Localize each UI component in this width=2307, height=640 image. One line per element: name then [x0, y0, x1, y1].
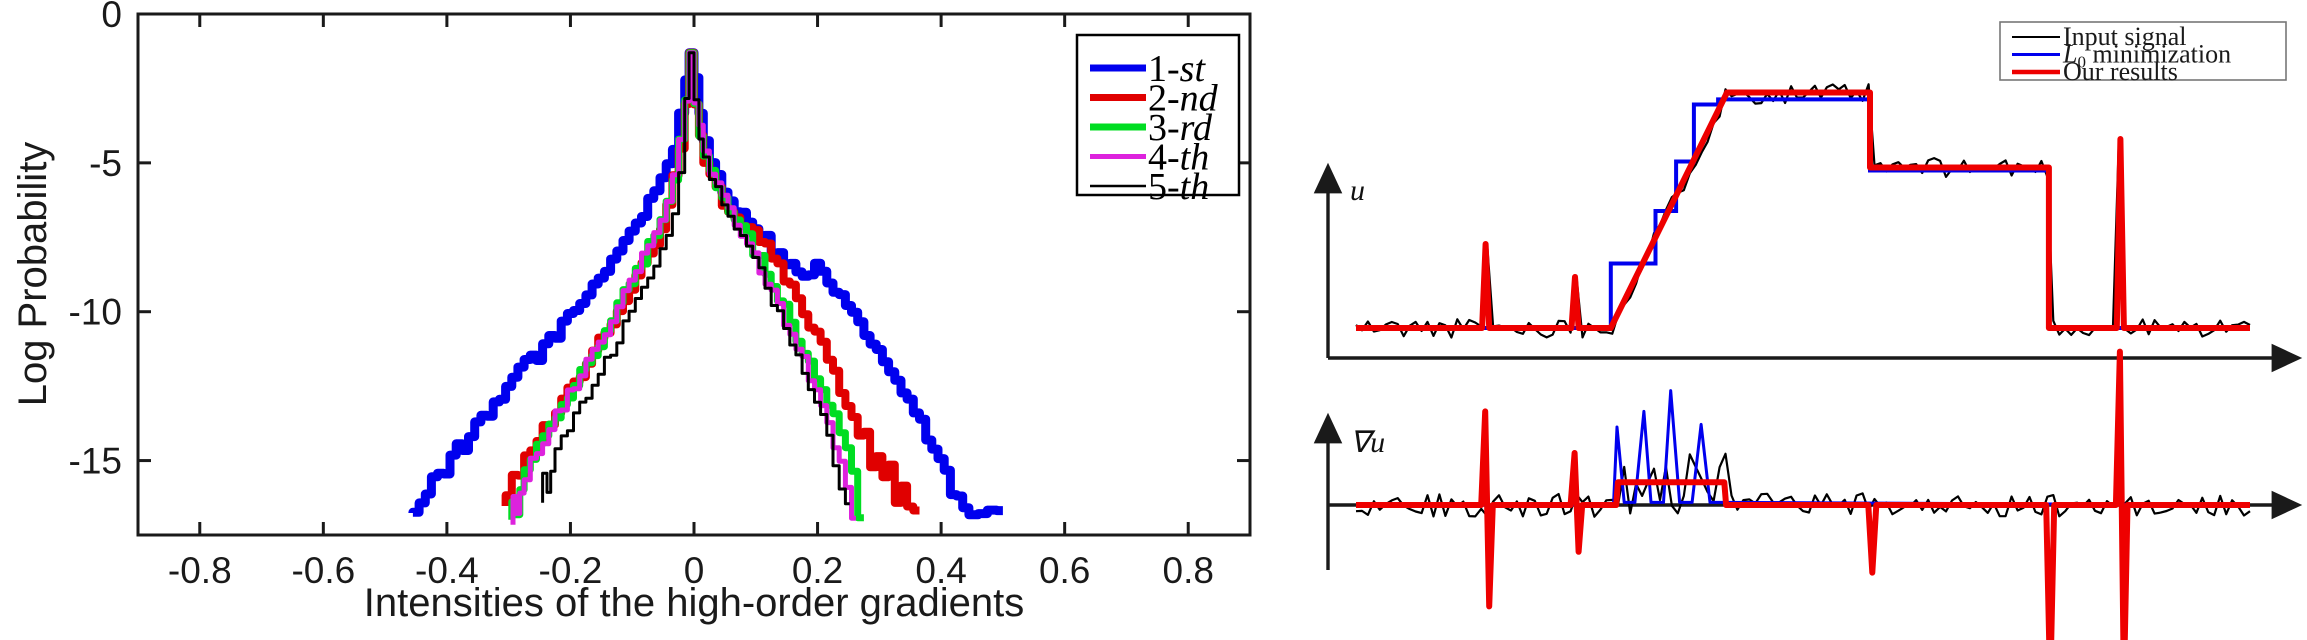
y-tick-label: -5 [89, 143, 122, 184]
gradu-l0-minimization [1356, 389, 2251, 507]
x-tick-label: 0.2 [792, 550, 843, 591]
y-axis-tick-labels: 0 -5 -10 -15 [69, 0, 122, 482]
legend-label-3: 3-rd [1148, 107, 1213, 149]
gradu-axes: ∇u [1313, 412, 2303, 570]
density-curves [408, 48, 1003, 525]
legend-label-5: 5-th [1148, 166, 1209, 208]
left-legend[interactable]: 1-st2-nd3-rd4-th5-th [1075, 33, 1241, 208]
legend-label-2: L0 minimization [2062, 40, 2231, 72]
y-tick-label: -10 [69, 292, 122, 333]
x-axis-ticks [198, 14, 1190, 535]
x-axis-tick-labels: -0.8 -0.6 -0.4 -0.2 0 0.2 0.4 0.6 0.8 [168, 550, 1214, 591]
x-tick-label: -0.8 [168, 550, 232, 591]
u-axis-label: u [1350, 174, 1365, 207]
x-tick-label: 0.6 [1039, 550, 1090, 591]
y-tick-label: 0 [101, 0, 122, 35]
x-tick-label: 0.4 [915, 550, 966, 591]
x-tick-label: -0.6 [291, 550, 355, 591]
left-chart-panel: -0.8 -0.6 -0.4 -0.2 0 0.2 0.4 0.6 0.8 0 -5 -10 -15 … [11, 0, 1252, 625]
density-curve-5 [541, 51, 850, 506]
density-curve-3 [508, 49, 864, 522]
x-tick-label: 0 [684, 550, 705, 591]
density-curve-2 [501, 48, 920, 515]
x-tick-label: -0.2 [539, 550, 603, 591]
u-curves [1355, 83, 2251, 339]
u-our-results [1356, 89, 2250, 331]
legend-label-1: 1-st [1148, 48, 1206, 90]
x-tick-label: 0.8 [1163, 550, 1214, 591]
y-tick-label: -15 [69, 441, 122, 482]
density-curve-1 [408, 48, 1003, 520]
gradu-our-results [1356, 348, 2250, 640]
legend-label-3: Our results [2063, 57, 2178, 86]
legend-box [1999, 21, 2287, 81]
legend-box [1075, 33, 1241, 197]
y-axis-title: Log Probability [11, 142, 55, 407]
legend-label-2: 2-nd [1148, 78, 1219, 120]
x-axis-title: Intensities of the high-order gradients [364, 581, 1024, 625]
legend-label-1: Input signal [2063, 22, 2187, 51]
legend-label-4: 4-th [1148, 137, 1209, 179]
log-probability-chart: -0.8 -0.6 -0.4 -0.2 0 0.2 0.4 0.6 0.8 0-5-10-15 … [11, 0, 1252, 625]
gradu-curves [1355, 348, 2251, 640]
right-chart-panel: u ∇u Input signal L0 minimization Our resu… [1300, 0, 2307, 640]
x-tick-label: -0.4 [415, 550, 479, 591]
gradu-axis-label: ∇u [1350, 426, 1385, 459]
